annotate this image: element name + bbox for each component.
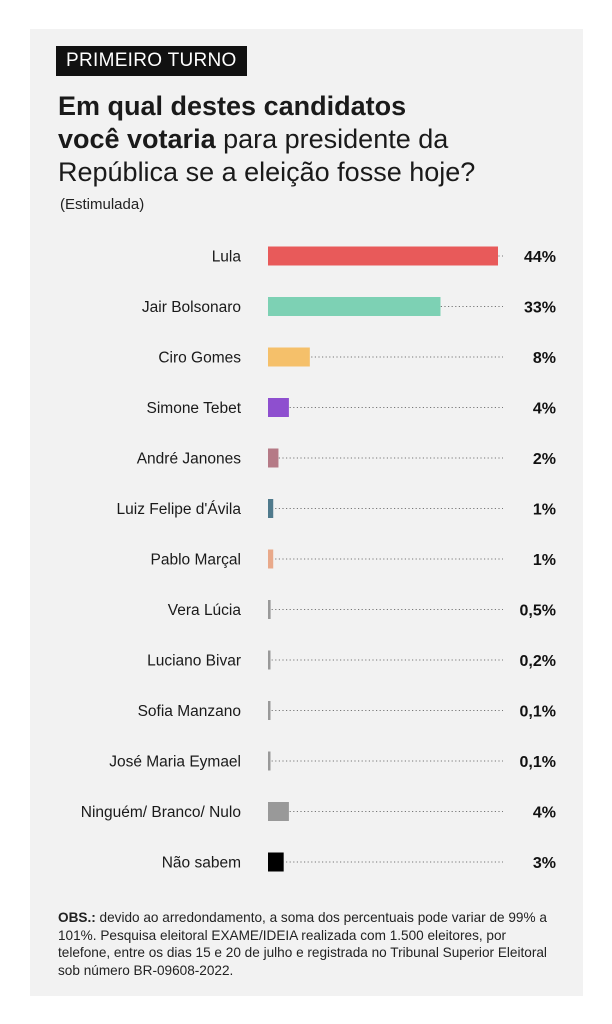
value-label: 2% bbox=[533, 451, 556, 468]
value-label: 4% bbox=[533, 805, 556, 822]
title-line3: República se a eleição fosse hoje? bbox=[58, 157, 476, 187]
category-label: Ciro Gomes bbox=[158, 350, 241, 367]
round-badge: PRIMEIRO TURNO bbox=[56, 46, 247, 76]
category-label: Pablo Marçal bbox=[151, 552, 241, 569]
category-label: Não sabem bbox=[162, 855, 241, 872]
value-label: 3% bbox=[533, 855, 556, 872]
category-label: Vera Lúcia bbox=[168, 602, 242, 619]
observation-note: OBS.: devido ao arredondamento, a soma d… bbox=[58, 909, 558, 979]
bar bbox=[268, 751, 271, 771]
value-label: 0,5% bbox=[520, 603, 556, 620]
value-label: 0,1% bbox=[520, 754, 556, 771]
category-label: Sofia Manzano bbox=[138, 703, 241, 720]
value-label: 1% bbox=[533, 552, 556, 569]
chart-card bbox=[30, 29, 583, 996]
value-label: 0,2% bbox=[520, 653, 556, 670]
value-label: 33% bbox=[524, 300, 556, 317]
category-label: André Janones bbox=[137, 451, 242, 468]
value-label: 44% bbox=[524, 249, 556, 266]
title-bold-line2: você votaria bbox=[58, 124, 216, 154]
bar bbox=[268, 246, 498, 266]
value-label: 4% bbox=[533, 401, 556, 418]
bar bbox=[268, 499, 274, 518]
category-label: Ninguém/ Branco/ Nulo bbox=[81, 804, 241, 821]
value-label: 0,1% bbox=[520, 704, 556, 721]
bar bbox=[268, 448, 279, 468]
bar bbox=[268, 398, 289, 417]
chart-title: Em qual destes candidatos você votaria p… bbox=[58, 90, 578, 189]
category-label: José Maria Eymael bbox=[109, 754, 241, 771]
category-label: Simone Tebet bbox=[147, 400, 242, 417]
category-label: Jair Bolsonaro bbox=[142, 299, 241, 316]
bar bbox=[268, 549, 274, 569]
bar bbox=[268, 701, 271, 720]
category-label: Lula bbox=[212, 249, 242, 266]
bar bbox=[268, 650, 271, 670]
category-label: Luiz Felipe d'Ávila bbox=[117, 501, 242, 518]
bar bbox=[268, 297, 441, 316]
bar bbox=[268, 802, 289, 821]
title-rest-line2: para presidente da bbox=[215, 124, 449, 154]
chart-subtitle: (Estimulada) bbox=[60, 196, 145, 213]
obs-label: OBS.: bbox=[58, 910, 96, 925]
category-label: Luciano Bivar bbox=[147, 653, 241, 670]
value-label: 8% bbox=[533, 350, 556, 367]
bar bbox=[268, 852, 284, 872]
value-label: 1% bbox=[533, 502, 556, 519]
bar bbox=[268, 347, 310, 367]
obs-text: devido ao arredondamento, a soma dos per… bbox=[58, 910, 547, 978]
title-bold-line1: Em qual destes candidatos bbox=[58, 91, 407, 121]
bar bbox=[268, 600, 271, 619]
